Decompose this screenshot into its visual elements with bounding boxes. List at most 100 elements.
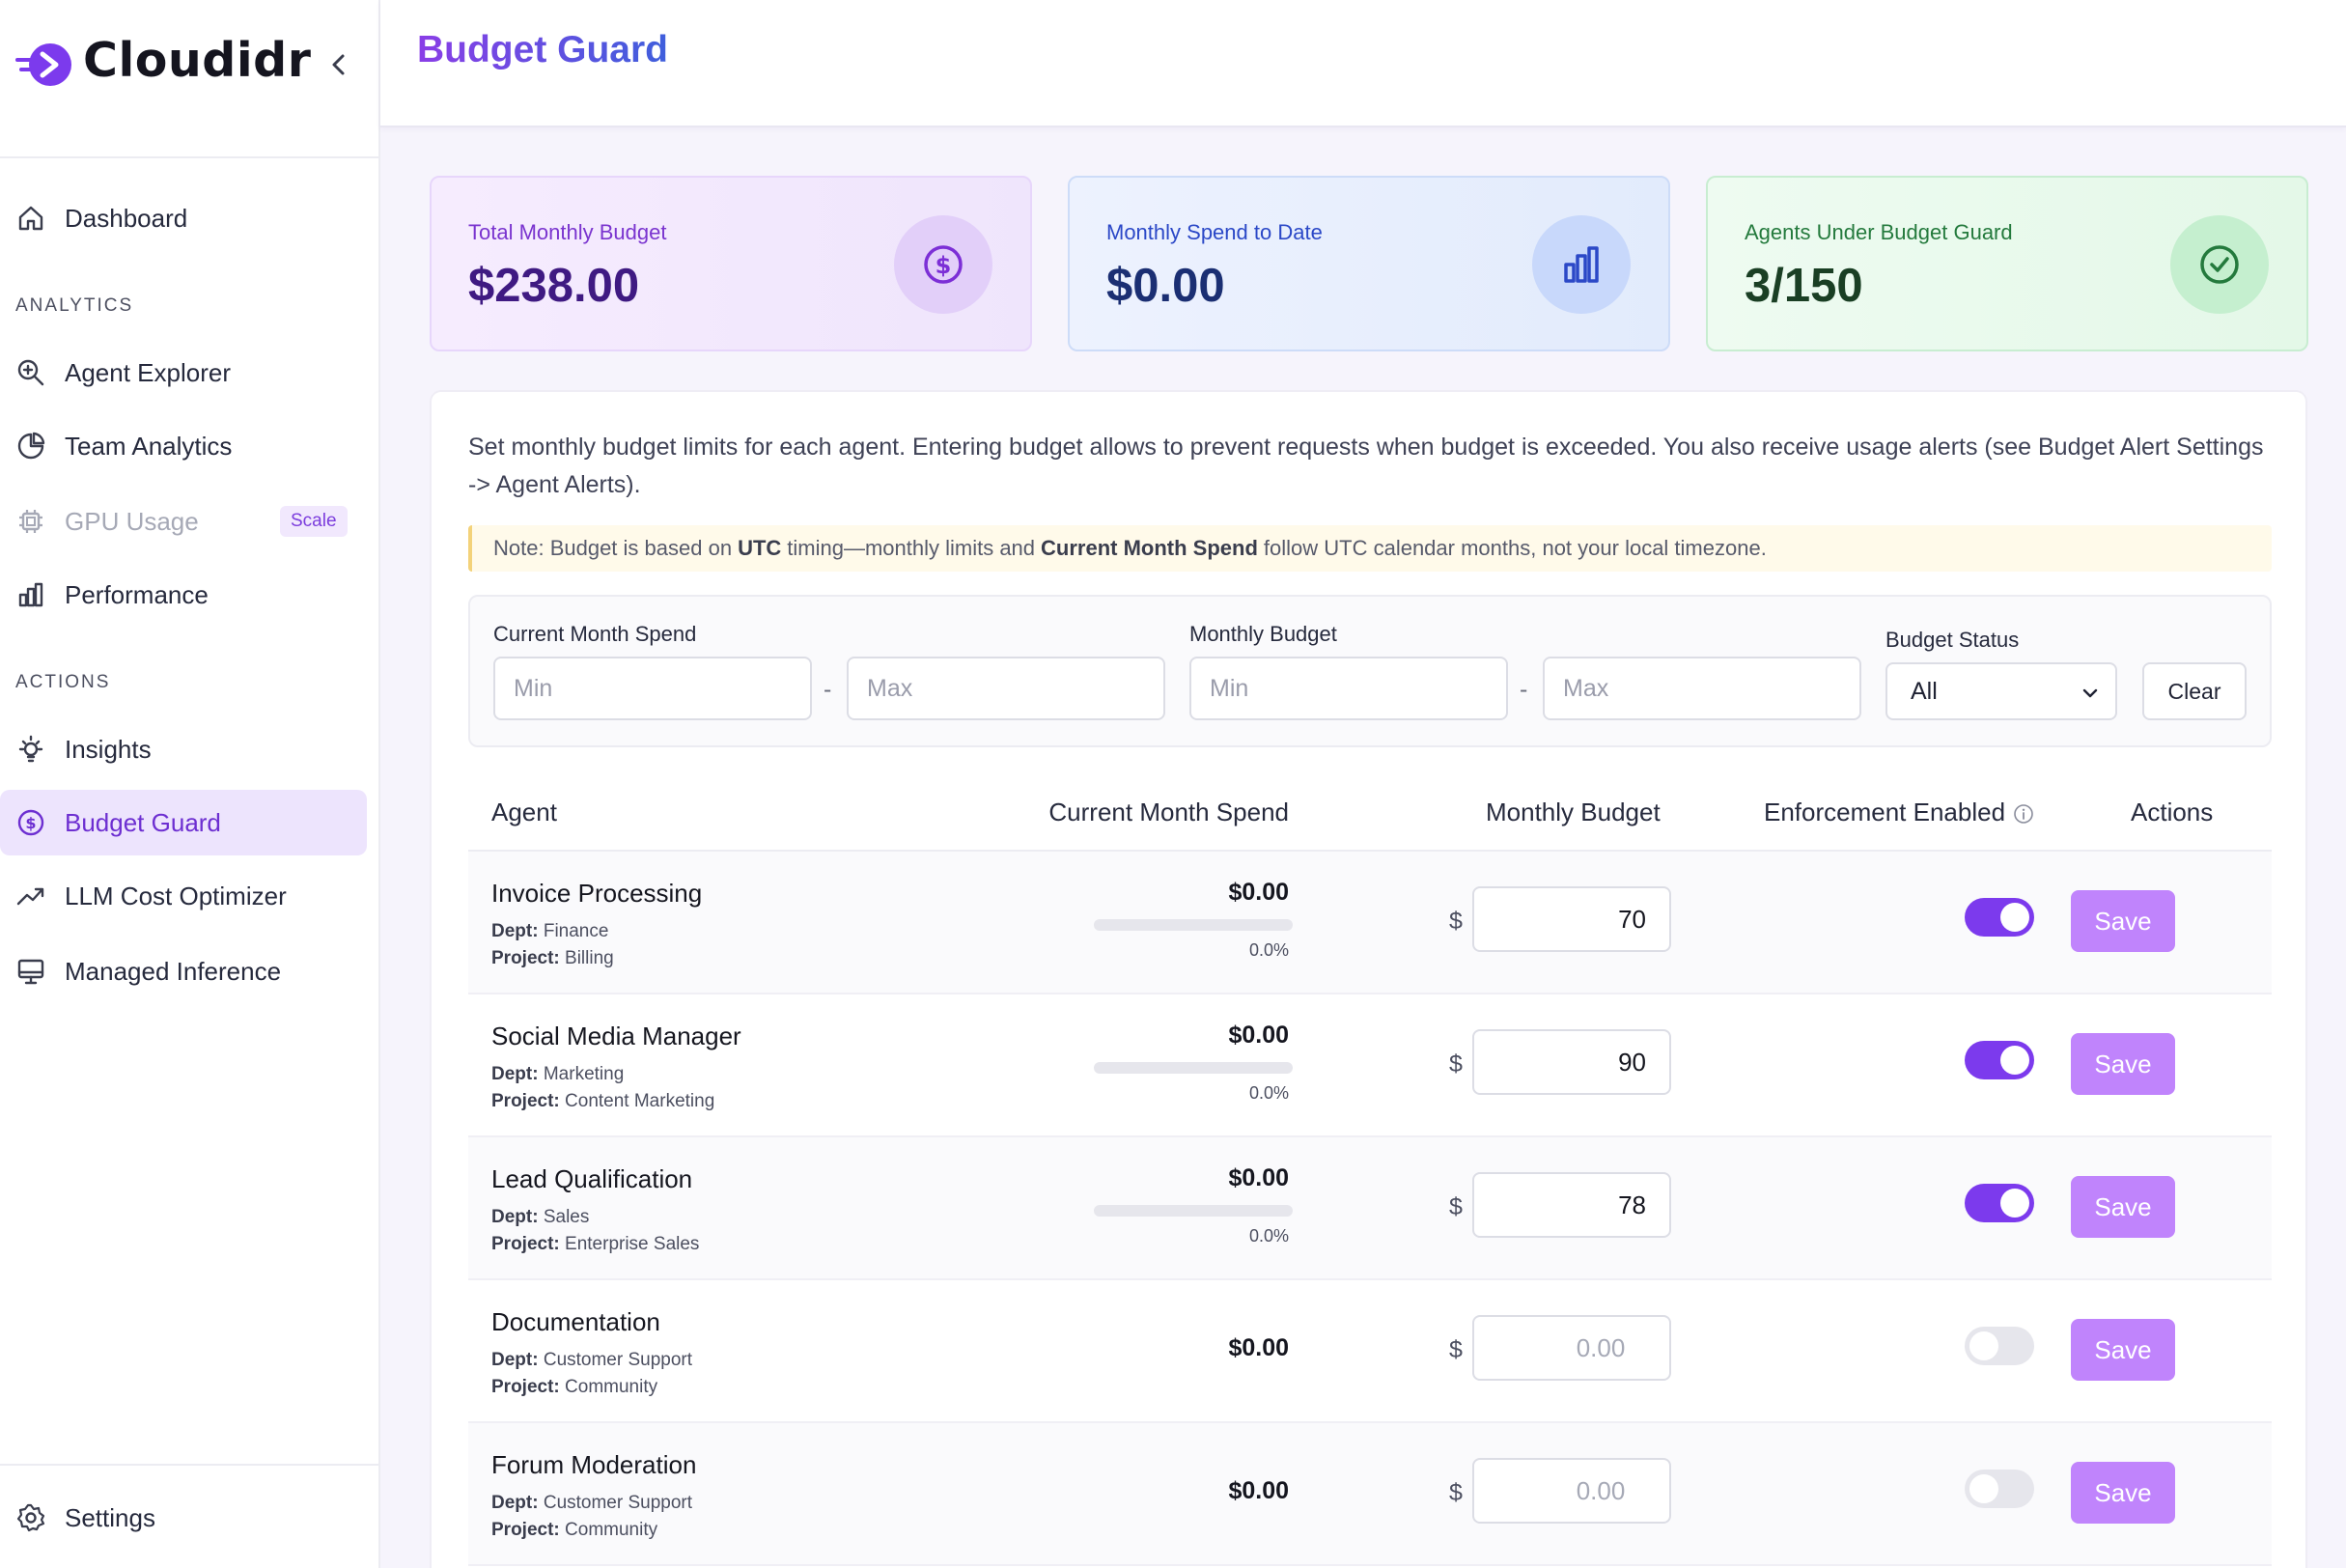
nav-section-analytics: ANALYTICS	[15, 295, 134, 316]
currency-symbol: $	[1449, 1050, 1463, 1078]
sidebar-item-insights[interactable]: Insights	[0, 716, 367, 782]
sidebar-item-budget-guard[interactable]: $ Budget Guard	[0, 790, 367, 855]
sidebar-item-label: Managed Inference	[65, 956, 282, 986]
sidebar-item-team-analytics[interactable]: Team Analytics	[0, 413, 367, 479]
sidebar-item-managed-inference[interactable]: Managed Inference	[0, 938, 367, 1004]
agent-dept: Dept: Customer Support	[491, 1350, 692, 1371]
dept-value: Customer Support	[543, 1493, 693, 1513]
sidebar-item-label: Insights	[65, 734, 152, 764]
note-bold-utc: UTC	[738, 536, 782, 560]
currency-symbol: $	[1449, 1193, 1463, 1220]
svg-text:$: $	[936, 252, 952, 279]
project-key: Project:	[491, 1520, 560, 1540]
sidebar-item-llm-cost-optimizer[interactable]: LLM Cost Optimizer	[0, 863, 367, 929]
agent-name: Documentation	[491, 1307, 660, 1336]
project-value: Billing	[565, 948, 614, 968]
agent-name: Invoice Processing	[491, 879, 703, 908]
table-header: Agent Current Month Spend Monthly Budget…	[468, 774, 2272, 852]
currency-symbol: $	[1449, 908, 1463, 935]
sidebar-item-performance[interactable]: Performance	[0, 562, 367, 628]
stat-value: $0.00	[1106, 260, 1225, 312]
dept-value: Sales	[543, 1207, 590, 1227]
save-button[interactable]: Save	[2071, 890, 2175, 952]
clear-filters-button[interactable]: Clear	[2142, 662, 2247, 720]
agent-project: Project: Content Marketing	[491, 1091, 714, 1112]
sidebar-item-settings[interactable]: Settings	[0, 1485, 367, 1551]
col-enforcement-label: Enforcement Enabled	[1764, 798, 2006, 826]
spend-progress-bar	[1094, 919, 1293, 931]
sidebar-footer: Settings	[0, 1464, 378, 1568]
agent-dept: Dept: Sales	[491, 1207, 589, 1228]
agent-dept: Dept: Customer Support	[491, 1493, 692, 1514]
col-enforcement-enabled: Enforcement Enabled	[1764, 798, 2034, 827]
top-header: Budget Guard	[380, 0, 2346, 127]
agent-name: Forum Moderation	[491, 1450, 697, 1479]
spend-min-input[interactable]: Min	[493, 657, 812, 720]
enforcement-toggle[interactable]	[1965, 1184, 2034, 1222]
table-row: Social Media Manager Dept: Marketing Pro…	[468, 994, 2272, 1137]
total-monthly-budget-card: Total Monthly Budget $238.00 $	[430, 176, 1032, 351]
budget-min-input[interactable]: Min	[1189, 657, 1508, 720]
toggle-knob	[2000, 1046, 2029, 1075]
spend-percent: 0.0%	[1248, 1083, 1289, 1103]
dept-key: Dept:	[491, 1493, 539, 1513]
monthly-budget-input[interactable]: 0.00	[1472, 1315, 1671, 1381]
stat-value: 3/150	[1745, 260, 1863, 312]
stat-label: Total Monthly Budget	[468, 220, 667, 244]
pie-chart-icon	[17, 432, 45, 460]
info-icon[interactable]	[2013, 803, 2034, 825]
sidebar-item-label: GPU Usage	[65, 506, 199, 536]
enforcement-toggle[interactable]	[1965, 898, 2034, 937]
note-bold-spend: Current Month Spend	[1041, 536, 1258, 560]
agent-name: Lead Qualification	[491, 1164, 693, 1193]
trending-up-icon	[16, 887, 44, 906]
enforcement-toggle[interactable]	[1965, 1327, 2034, 1365]
agent-dept: Dept: Finance	[491, 921, 608, 942]
project-key: Project:	[491, 1234, 560, 1254]
budget-filter-label: Monthly Budget	[1189, 622, 1337, 646]
sidebar-item-agent-explorer[interactable]: Agent Explorer	[0, 340, 367, 406]
save-button[interactable]: Save	[2071, 1176, 2175, 1238]
dept-key: Dept:	[491, 1064, 539, 1084]
dept-key: Dept:	[491, 1207, 539, 1227]
project-key: Project:	[491, 1377, 560, 1397]
stat-icon-wrapper: $	[894, 215, 992, 314]
agent-project: Project: Billing	[491, 948, 614, 969]
spend-max-input[interactable]: Max	[847, 657, 1165, 720]
col-actions: Actions	[2131, 798, 2214, 826]
col-monthly-budget: Monthly Budget	[1486, 798, 1661, 826]
lightbulb-icon	[18, 735, 43, 763]
agent-dept: Dept: Marketing	[491, 1064, 624, 1085]
currency-symbol: $	[1449, 1479, 1463, 1506]
save-button[interactable]: Save	[2071, 1033, 2175, 1095]
enforcement-toggle[interactable]	[1965, 1041, 2034, 1079]
currency-symbol: $	[1449, 1336, 1463, 1363]
project-value: Enterprise Sales	[565, 1234, 700, 1254]
dept-value: Finance	[543, 921, 609, 941]
chevron-down-icon	[2082, 688, 2098, 698]
dept-key: Dept:	[491, 921, 539, 941]
agent-project: Project: Enterprise Sales	[491, 1234, 699, 1255]
project-value: Content Marketing	[565, 1091, 715, 1111]
sidebar-item-label: LLM Cost Optimizer	[65, 881, 287, 910]
sidebar-item-label: Settings	[65, 1502, 155, 1532]
sidebar-item-gpu-usage[interactable]: GPU Usage Scale	[0, 489, 367, 554]
collapse-sidebar-icon[interactable]	[322, 48, 355, 81]
monthly-budget-input[interactable]: 70	[1472, 886, 1671, 952]
table-row: Documentation Dept: Customer Support Pro…	[468, 1280, 2272, 1423]
budget-max-input[interactable]: Max	[1543, 657, 1861, 720]
utc-note: Note: Budget is based on UTC timing—mont…	[468, 525, 2272, 572]
monthly-budget-input[interactable]: 90	[1472, 1029, 1671, 1095]
sidebar-item-dashboard[interactable]: Dashboard	[0, 185, 367, 251]
current-spend: $0.00	[1228, 1164, 1289, 1191]
toggle-knob	[1969, 1474, 1998, 1503]
filters-panel: Current Month Spend Min - Max Monthly Bu…	[468, 595, 2272, 747]
enforcement-toggle[interactable]	[1965, 1470, 2034, 1508]
note-suffix: follow UTC calendar months, not your loc…	[1263, 536, 1767, 560]
budget-status-select[interactable]: All	[1885, 662, 2117, 720]
monthly-budget-input[interactable]: 78	[1472, 1172, 1671, 1238]
monthly-budget-input[interactable]: 0.00	[1472, 1458, 1671, 1524]
save-button[interactable]: Save	[2071, 1319, 2175, 1381]
agents-guarded-card: Agents Under Budget Guard 3/150	[1706, 176, 2308, 351]
save-button[interactable]: Save	[2071, 1462, 2175, 1524]
